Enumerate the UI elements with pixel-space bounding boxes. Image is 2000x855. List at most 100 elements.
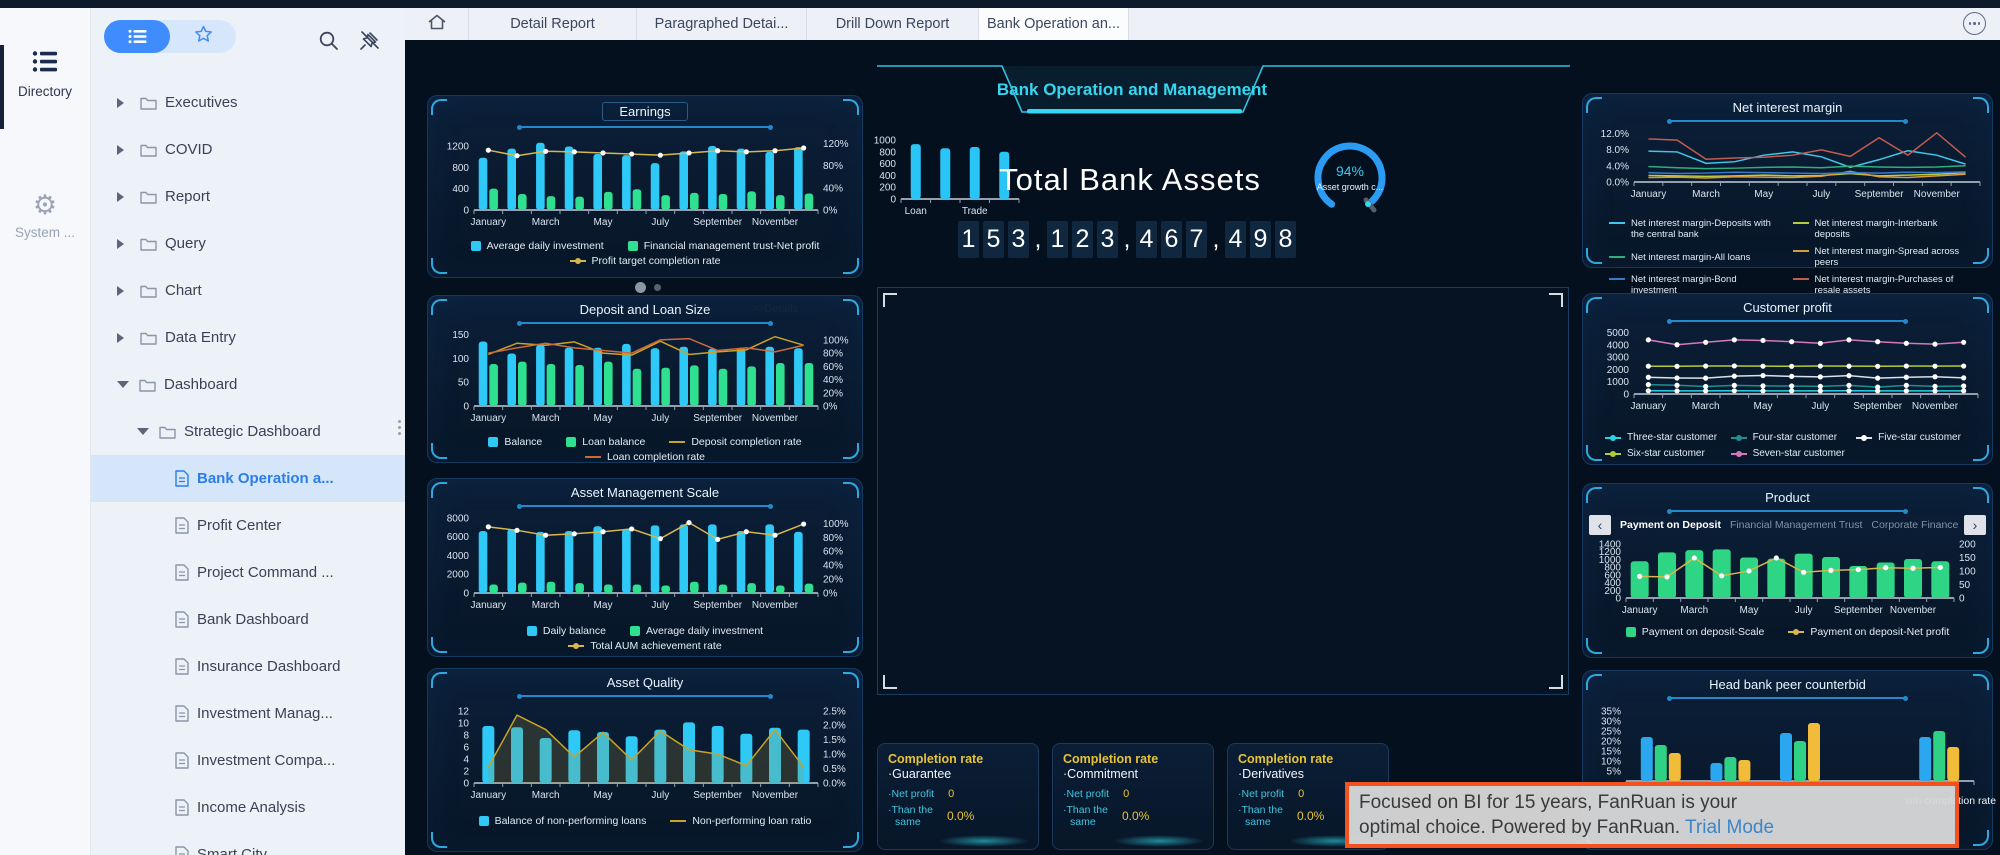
tree-item-dashboard[interactable]: Dashboard — [91, 361, 405, 408]
tree-item-label: Investment Manag... — [197, 705, 333, 722]
tree-item-project-command[interactable]: Project Command ... — [91, 549, 405, 596]
tree-item-covid[interactable]: COVID — [91, 126, 405, 173]
rail-item-directory[interactable]: Directory — [0, 50, 90, 99]
glow-decoration — [1113, 835, 1205, 847]
title-underline — [1666, 318, 1909, 324]
product-tab-corporate-finance[interactable]: Corporate Finance — [1871, 519, 1959, 531]
favorites-view-button[interactable] — [170, 20, 236, 53]
tree-item-label: Chart — [165, 282, 202, 299]
home-tab[interactable] — [405, 8, 469, 40]
caret-icon — [117, 191, 129, 202]
tree-item-investment-manag[interactable]: Investment Manag... — [91, 690, 405, 737]
tab-bank-operation-an[interactable]: Bank Operation an... — [979, 8, 1129, 40]
earnings-legend: Average daily investment Financial manage… — [428, 240, 862, 267]
digit-tile: 3 — [1097, 221, 1118, 258]
tab-detail-report[interactable]: Detail Report — [469, 8, 637, 40]
svg-text:400: 400 — [1604, 578, 1621, 589]
svg-text:May: May — [1754, 189, 1773, 200]
legend-marker — [568, 643, 585, 649]
tree-item-data-entry[interactable]: Data Entry — [91, 314, 405, 361]
carousel-indicator[interactable] — [635, 282, 661, 293]
next-arrow-button[interactable]: › — [1964, 515, 1986, 535]
legend-marker — [566, 437, 577, 447]
tree-item-smart-city[interactable]: Smart City — [91, 831, 405, 855]
svg-text:November: November — [752, 600, 799, 611]
tree-item-strategic-dashboard[interactable]: Strategic Dashboard — [91, 408, 405, 455]
doc-icon — [175, 470, 189, 487]
tree-item-investment-compa[interactable]: Investment Compa... — [91, 737, 405, 784]
doc-icon — [175, 517, 189, 534]
total-assets-label: Total Bank Assets — [999, 162, 1261, 197]
legend-item-total-aum-achievement-rate: Total AUM achievement rate — [568, 640, 722, 652]
svg-text:0.0%: 0.0% — [823, 779, 846, 790]
tooltip-line1: Focused on BI for 15 years, FanRuan is y… — [1359, 792, 1738, 813]
tree-item-executives[interactable]: Executives — [91, 79, 405, 126]
doc-icon — [175, 564, 189, 581]
legend-marker — [584, 456, 601, 458]
tab-drill-down-report[interactable]: Drill Down Report — [807, 8, 979, 40]
prev-arrow-button[interactable]: ‹ — [1589, 515, 1611, 535]
svg-text:120%: 120% — [823, 139, 849, 150]
tree-item-insurance-dashboard[interactable]: Insurance Dashboard — [91, 643, 405, 690]
svg-text:May: May — [1739, 605, 1758, 616]
tree-item-report[interactable]: Report — [91, 173, 405, 220]
svg-text:1.5%: 1.5% — [823, 735, 846, 746]
svg-text:20%: 20% — [823, 388, 843, 399]
legend-marker — [1730, 450, 1747, 457]
tree-item-label: Executives — [165, 94, 238, 111]
tree-item-income-analysis[interactable]: Income Analysis — [91, 784, 405, 831]
panel-title: Earnings — [428, 102, 862, 121]
sidebar-resize-handle[interactable] — [398, 420, 401, 435]
tree-item-bank-dashboard[interactable]: Bank Dashboard — [91, 596, 405, 643]
tree-item-label: Bank Dashboard — [197, 611, 309, 628]
product-tab-payment-on-deposit[interactable]: Payment on Deposit — [1620, 519, 1721, 531]
legend-label: Balance of non-performing loans — [494, 815, 647, 827]
svg-text:March: March — [1692, 189, 1720, 200]
tree-item-profit-center[interactable]: Profit Center — [91, 502, 405, 549]
svg-text:100: 100 — [452, 354, 469, 365]
legend-marker — [1856, 434, 1873, 441]
card-title: Completion rate — [1238, 752, 1334, 766]
search-icon[interactable] — [318, 30, 340, 52]
ellipsis-icon[interactable] — [1963, 12, 1986, 35]
net-profit-label: ·Net profit — [888, 788, 935, 800]
tab-paragraphed-detai[interactable]: Paragraphed Detai... — [637, 8, 807, 40]
svg-text:November: November — [1913, 189, 1960, 200]
tree-item-bank-operation-a[interactable]: Bank Operation a... — [91, 455, 405, 502]
product-tab-financial-management-trust[interactable]: Financial Management Trust — [1729, 519, 1863, 531]
svg-text:800: 800 — [879, 147, 896, 158]
rail-item-system[interactable]: ⚙ System ... — [0, 192, 90, 241]
caret-icon — [117, 380, 129, 394]
tabs: Detail Report Paragraphed Detai... Drill D… — [405, 8, 1129, 40]
panel-title: Customer profit — [1743, 300, 1832, 315]
net-profit-value: 0 — [1298, 788, 1305, 800]
doc-icon — [175, 611, 189, 628]
carousel-dot-active[interactable] — [635, 282, 646, 293]
trial-mode-tooltip: Focused on BI for 15 years, FanRuan is y… — [1345, 782, 1959, 849]
carousel-dot[interactable] — [654, 284, 661, 291]
tree-item-label: Query — [165, 235, 206, 252]
legend-label: Financial management trust-Net profit — [643, 240, 820, 252]
legend-label: Payment on deposit-Net profit — [1810, 626, 1950, 638]
legend-marker — [1609, 255, 1625, 258]
folder-icon — [159, 425, 176, 439]
unpin-icon[interactable] — [358, 30, 380, 52]
trial-mode-link[interactable]: Trial Mode — [1685, 817, 1775, 839]
top-strip — [0, 0, 2000, 8]
tree-item-chart[interactable]: Chart — [91, 267, 405, 314]
list-icon — [32, 51, 59, 77]
list-view-button[interactable] — [104, 20, 170, 53]
tree-item-query[interactable]: Query — [91, 220, 405, 267]
title-underline — [1666, 695, 1909, 701]
svg-text:January: January — [1621, 605, 1657, 616]
title-underline — [1666, 508, 1909, 514]
svg-text:January: January — [1630, 189, 1666, 200]
details-link[interactable]: >>Details — [751, 303, 798, 315]
legend-item-payment-on-deposit-scale: Payment on deposit-Scale — [1625, 626, 1764, 638]
svg-text:May: May — [594, 600, 613, 611]
legend-marker — [1792, 278, 1809, 280]
svg-text:3000: 3000 — [1606, 353, 1629, 364]
svg-text:March: March — [1691, 401, 1719, 412]
legend-label: Balance — [504, 436, 543, 448]
svg-text:January: January — [471, 600, 507, 611]
